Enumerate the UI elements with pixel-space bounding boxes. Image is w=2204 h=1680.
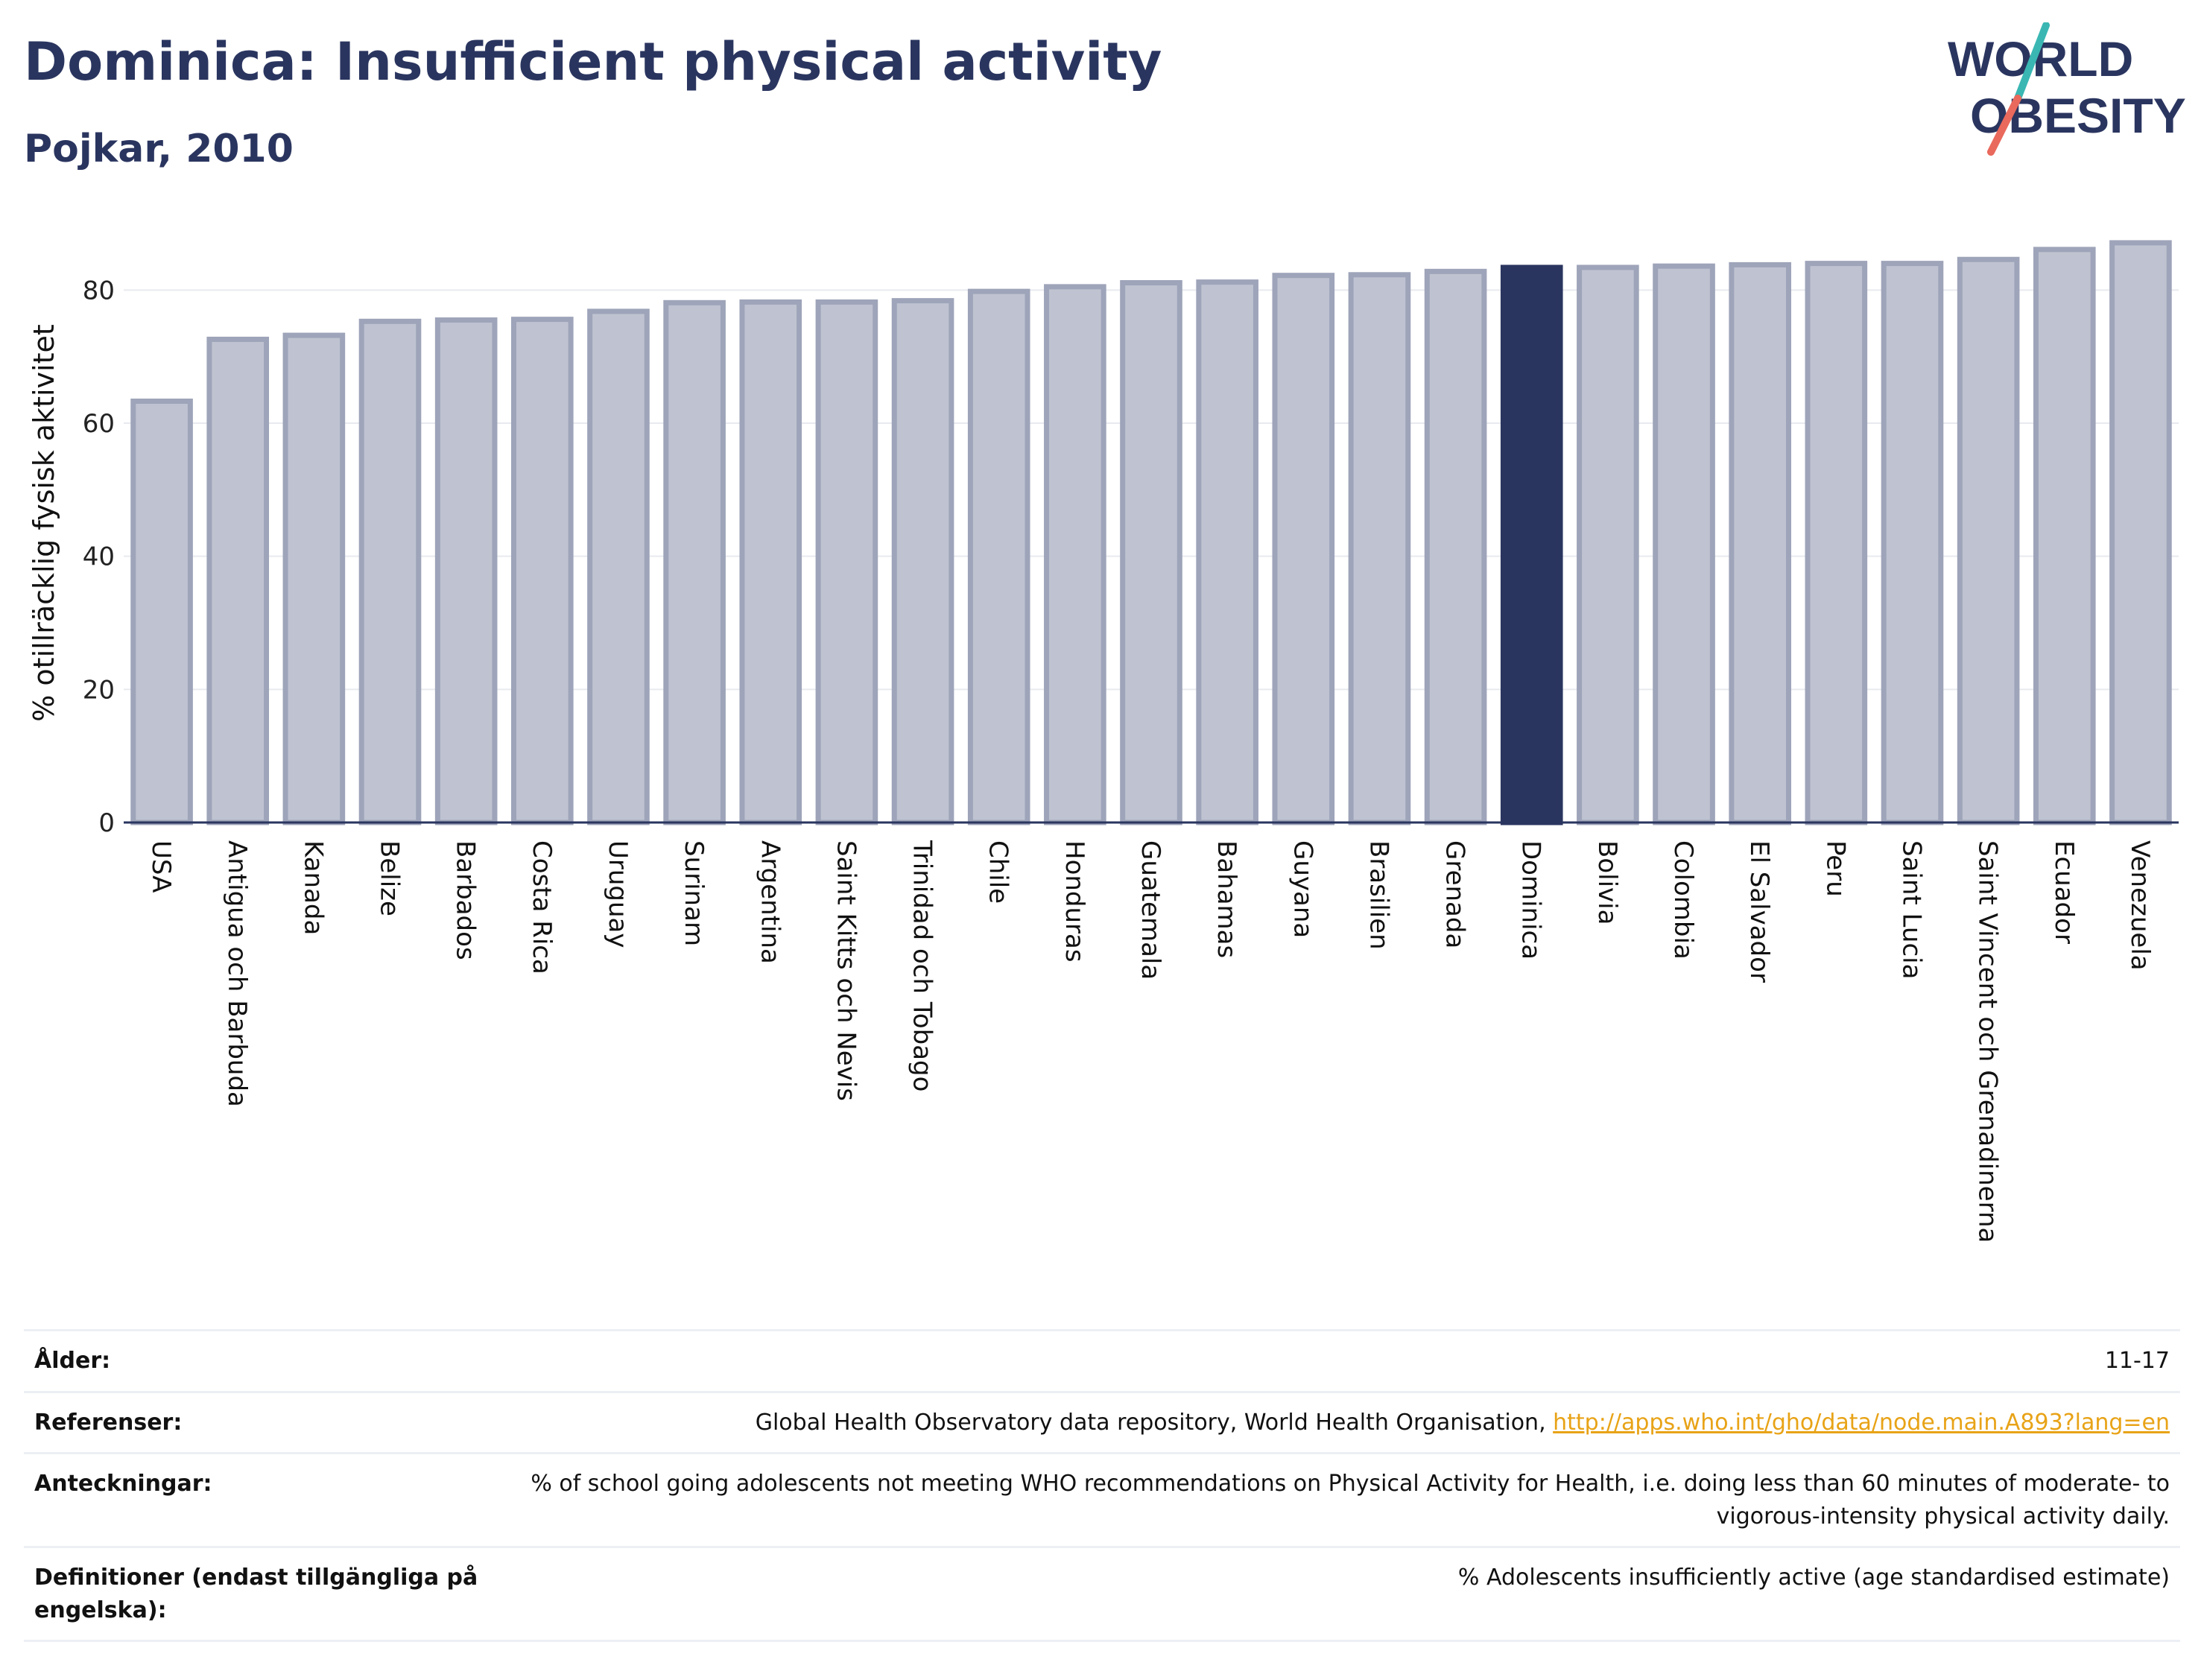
references-link[interactable]: http://apps.who.int/gho/data/node.main.A… xyxy=(1553,1409,2170,1436)
age-value: 11-17 xyxy=(507,1329,2180,1392)
bar xyxy=(1500,264,1563,825)
bar xyxy=(2033,247,2096,825)
bar xyxy=(663,299,726,825)
logo-slash-teal xyxy=(2014,22,2050,102)
x-tick-label: Brasilien xyxy=(1364,840,1393,950)
x-tick-label: Uruguay xyxy=(603,840,633,948)
y-tick-label: 0 xyxy=(98,808,115,838)
x-tick-label: Guatemala xyxy=(1136,840,1165,980)
bar xyxy=(891,298,954,825)
bar xyxy=(1881,261,1944,825)
chart-subtitle: Pojkar, 2010 xyxy=(24,127,294,171)
bar xyxy=(130,399,193,825)
y-tick-label: 60 xyxy=(83,409,115,439)
age-label: Ålder: xyxy=(24,1329,507,1392)
bar xyxy=(2109,240,2172,825)
notes-label: Anteckningar: xyxy=(24,1452,507,1547)
bar xyxy=(1653,263,1715,825)
x-tick-label: Saint Kitts och Nevis xyxy=(831,840,861,1101)
y-axis-label: % otillräcklig fysisk aktivitet xyxy=(28,324,60,722)
bar xyxy=(1729,261,1791,825)
definitions-value: % Adolescents insufficiently active (age… xyxy=(507,1546,2180,1642)
bar xyxy=(206,336,270,825)
x-tick-label: El Salvador xyxy=(1744,840,1774,983)
x-tick-label: Colombia xyxy=(1668,840,1698,960)
bar xyxy=(1120,280,1182,825)
bar xyxy=(587,308,650,825)
bar-chart: 0 20 40 60 80 % otillräcklig fysisk aktivitet… xyxy=(28,240,2179,1243)
y-tick-label: 80 xyxy=(83,276,115,305)
info-row-definitions: Definitioner (endast tillgängliga på eng… xyxy=(24,1546,2180,1642)
bar xyxy=(1196,279,1258,825)
bar xyxy=(1424,268,1487,825)
info-row-age: Ålder: 11-17 xyxy=(24,1329,2180,1392)
x-tick-label: Saint Lucia xyxy=(1896,840,1926,979)
info-row-references: Referenser: Global Health Observatory da… xyxy=(24,1390,2180,1454)
x-tick-label: Barbados xyxy=(451,840,481,960)
x-tick-label: Peru xyxy=(1820,840,1850,897)
bar xyxy=(1044,284,1106,825)
references-label: Referenser: xyxy=(24,1390,507,1454)
x-tick-label: Grenada xyxy=(1440,840,1470,948)
x-tick-label: Guyana xyxy=(1288,840,1317,938)
bar xyxy=(358,318,422,825)
x-tick-label: Saint Vincent och Grenadinerna xyxy=(1973,840,2003,1243)
bar xyxy=(739,299,802,825)
chart-title: Dominica: Insufficient physical activity xyxy=(24,31,1162,92)
bar xyxy=(815,299,878,825)
bar xyxy=(1577,264,1639,825)
bar xyxy=(1272,273,1335,825)
x-tick-label: Bolivia xyxy=(1592,840,1622,925)
bar xyxy=(434,317,498,825)
x-tick-label: Trinidad och Tobago xyxy=(908,840,937,1091)
bar xyxy=(282,332,346,825)
x-tick-label: Surinam xyxy=(679,840,709,946)
x-tick-label: Costa Rica xyxy=(527,840,557,974)
bar xyxy=(1957,256,2020,825)
x-tick-label: Kanada xyxy=(298,840,328,935)
x-tick-label: Honduras xyxy=(1060,840,1089,963)
info-table: Ålder: 11-17 Referenser: Global Health O… xyxy=(24,1329,2180,1642)
logo-slash-coral xyxy=(1987,95,2021,156)
x-tick-label: Ecuador xyxy=(2049,840,2079,944)
references-text: Global Health Observatory data repositor… xyxy=(755,1409,1554,1436)
info-row-notes: Anteckningar: % of school going adolesce… xyxy=(24,1452,2180,1547)
x-tick-label: Bahamas xyxy=(1212,840,1241,958)
bar xyxy=(511,317,574,825)
y-tick-label: 40 xyxy=(83,542,115,572)
references-value: Global Health Observatory data repositor… xyxy=(507,1390,2180,1454)
x-tick-label: Belize xyxy=(375,840,405,916)
definitions-label: Definitioner (endast tillgängliga på eng… xyxy=(24,1546,507,1642)
x-tick-label: Chile xyxy=(984,840,1013,904)
x-tick-label: Dominica xyxy=(1516,840,1546,960)
x-tick-label: Antigua och Barbuda xyxy=(222,840,252,1107)
x-tick-label: Argentina xyxy=(755,840,785,964)
bar xyxy=(1348,272,1411,825)
world-obesity-logo: WORLD OBESITY xyxy=(1948,22,2186,156)
x-tick-label: USA xyxy=(146,840,176,893)
y-tick-label: 20 xyxy=(83,675,115,705)
bar xyxy=(1805,261,1868,825)
bar xyxy=(967,288,1030,825)
notes-value: % of school going adolescents not meetin… xyxy=(507,1452,2180,1547)
x-tick-label: Venezuela xyxy=(2125,840,2155,971)
